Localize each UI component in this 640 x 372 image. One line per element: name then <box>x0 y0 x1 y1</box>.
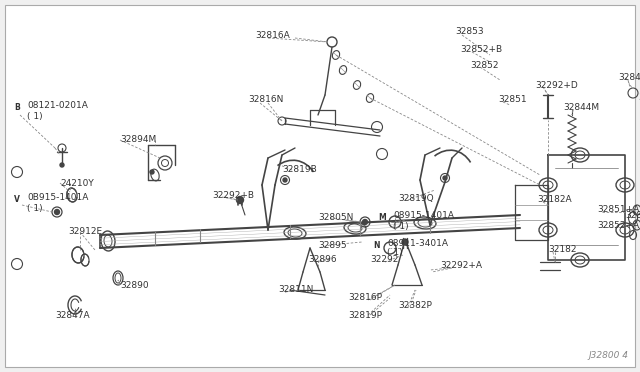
Text: ( 1): ( 1) <box>27 112 43 121</box>
Text: 32894M: 32894M <box>120 135 156 144</box>
Text: 32852+B: 32852+B <box>460 45 502 55</box>
Text: 0B915-1401A: 0B915-1401A <box>27 193 88 202</box>
Text: 32895: 32895 <box>318 241 347 250</box>
Text: M: M <box>378 214 386 222</box>
Text: 32292: 32292 <box>370 256 398 264</box>
Text: 32816A: 32816A <box>255 31 290 39</box>
Text: 32852+A: 32852+A <box>597 221 639 230</box>
Text: 32819Q: 32819Q <box>398 193 434 202</box>
Circle shape <box>150 170 154 174</box>
Text: 08911-3401A: 08911-3401A <box>387 238 448 247</box>
Text: 32852: 32852 <box>470 61 499 70</box>
Text: 32844M: 32844M <box>563 103 599 112</box>
Text: 32292+A: 32292+A <box>440 260 482 269</box>
Text: ( 1): ( 1) <box>27 205 43 214</box>
Text: J32800 4: J32800 4 <box>588 351 628 360</box>
Text: 32816P: 32816P <box>348 294 382 302</box>
Text: B: B <box>14 103 20 112</box>
Text: 32851: 32851 <box>498 96 527 105</box>
Text: 32896: 32896 <box>308 256 337 264</box>
Text: 32182A: 32182A <box>537 196 572 205</box>
Text: 24210Y: 24210Y <box>60 179 93 187</box>
Text: 32890: 32890 <box>120 280 148 289</box>
Text: 32182: 32182 <box>548 246 577 254</box>
Text: 32829+A: 32829+A <box>638 93 640 102</box>
Text: ( 1): ( 1) <box>393 221 408 231</box>
Text: V: V <box>14 196 20 205</box>
FancyBboxPatch shape <box>5 5 635 367</box>
Text: ( 1): ( 1) <box>387 248 403 257</box>
Text: 32382P: 32382P <box>398 301 432 310</box>
Circle shape <box>54 209 60 215</box>
Text: 32811N: 32811N <box>278 285 314 295</box>
Text: 32816N: 32816N <box>248 96 284 105</box>
Text: 32844F: 32844F <box>618 74 640 83</box>
Text: 32851+A: 32851+A <box>597 205 639 215</box>
Circle shape <box>60 163 64 167</box>
Text: 32819P: 32819P <box>348 311 382 320</box>
Text: 32805N: 32805N <box>318 214 353 222</box>
Circle shape <box>362 219 367 224</box>
Circle shape <box>402 239 408 245</box>
Text: 32853: 32853 <box>455 28 484 36</box>
Text: 32292+B: 32292+B <box>212 190 254 199</box>
Text: 32847A: 32847A <box>55 311 90 320</box>
Circle shape <box>443 176 447 180</box>
Text: 32853: 32853 <box>625 211 640 219</box>
Text: N: N <box>374 241 380 250</box>
Text: 08121-0201A: 08121-0201A <box>27 100 88 109</box>
Text: 32912E: 32912E <box>68 228 102 237</box>
Text: 32819B: 32819B <box>282 166 317 174</box>
Circle shape <box>237 196 243 203</box>
Text: 08915-1401A: 08915-1401A <box>393 212 454 221</box>
Text: 32292+D: 32292+D <box>535 80 578 90</box>
Circle shape <box>283 178 287 182</box>
